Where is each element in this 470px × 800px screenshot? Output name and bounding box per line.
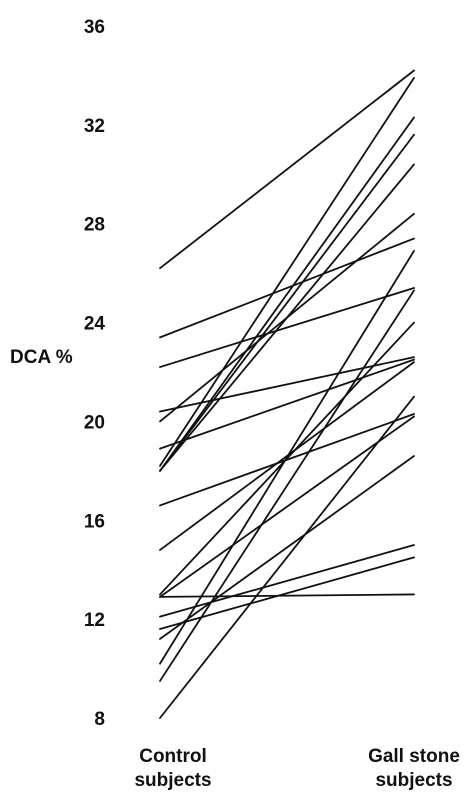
subject-pair-line	[159, 544, 415, 618]
subject-pair-line	[159, 287, 415, 368]
subject-pair-line	[159, 163, 415, 472]
series-lines	[159, 69, 415, 719]
y-tick-label: 12	[84, 610, 105, 631]
subject-pair-line	[159, 358, 415, 450]
category-label-control: subjects	[134, 770, 211, 791]
y-tick-label: 16	[84, 511, 105, 532]
y-tick-label: 28	[84, 215, 105, 236]
y-axis-tick-labels: 8 12 16 20 24 28 32 36	[84, 17, 106, 730]
y-tick-label: 20	[84, 412, 105, 433]
category-label-gall-stone: subjects	[375, 770, 452, 791]
category-label-gall-stone: Gall stone	[368, 746, 460, 767]
subject-pair-line	[159, 289, 415, 682]
y-tick-label: 36	[84, 17, 105, 38]
subject-pair-line	[159, 556, 415, 630]
subject-pair-line	[159, 69, 415, 270]
subject-pair-line	[159, 415, 415, 598]
subject-pair-line	[159, 455, 415, 640]
category-label-control: Control	[139, 746, 207, 767]
y-axis-label: DCA %	[10, 347, 73, 368]
subject-pair-line	[159, 237, 415, 339]
y-tick-label: 32	[84, 116, 105, 137]
y-tick-label: 24	[84, 314, 106, 335]
subject-pair-line	[159, 593, 415, 598]
subject-pair-line	[159, 249, 415, 665]
x-category-labels: Control subjects Gall stone subjects	[134, 746, 459, 791]
subject-pair-line	[159, 77, 415, 467]
subject-pair-line	[159, 116, 415, 472]
subject-pair-line	[159, 133, 415, 472]
y-tick-label: 8	[94, 709, 105, 730]
subject-pair-line	[159, 395, 415, 719]
